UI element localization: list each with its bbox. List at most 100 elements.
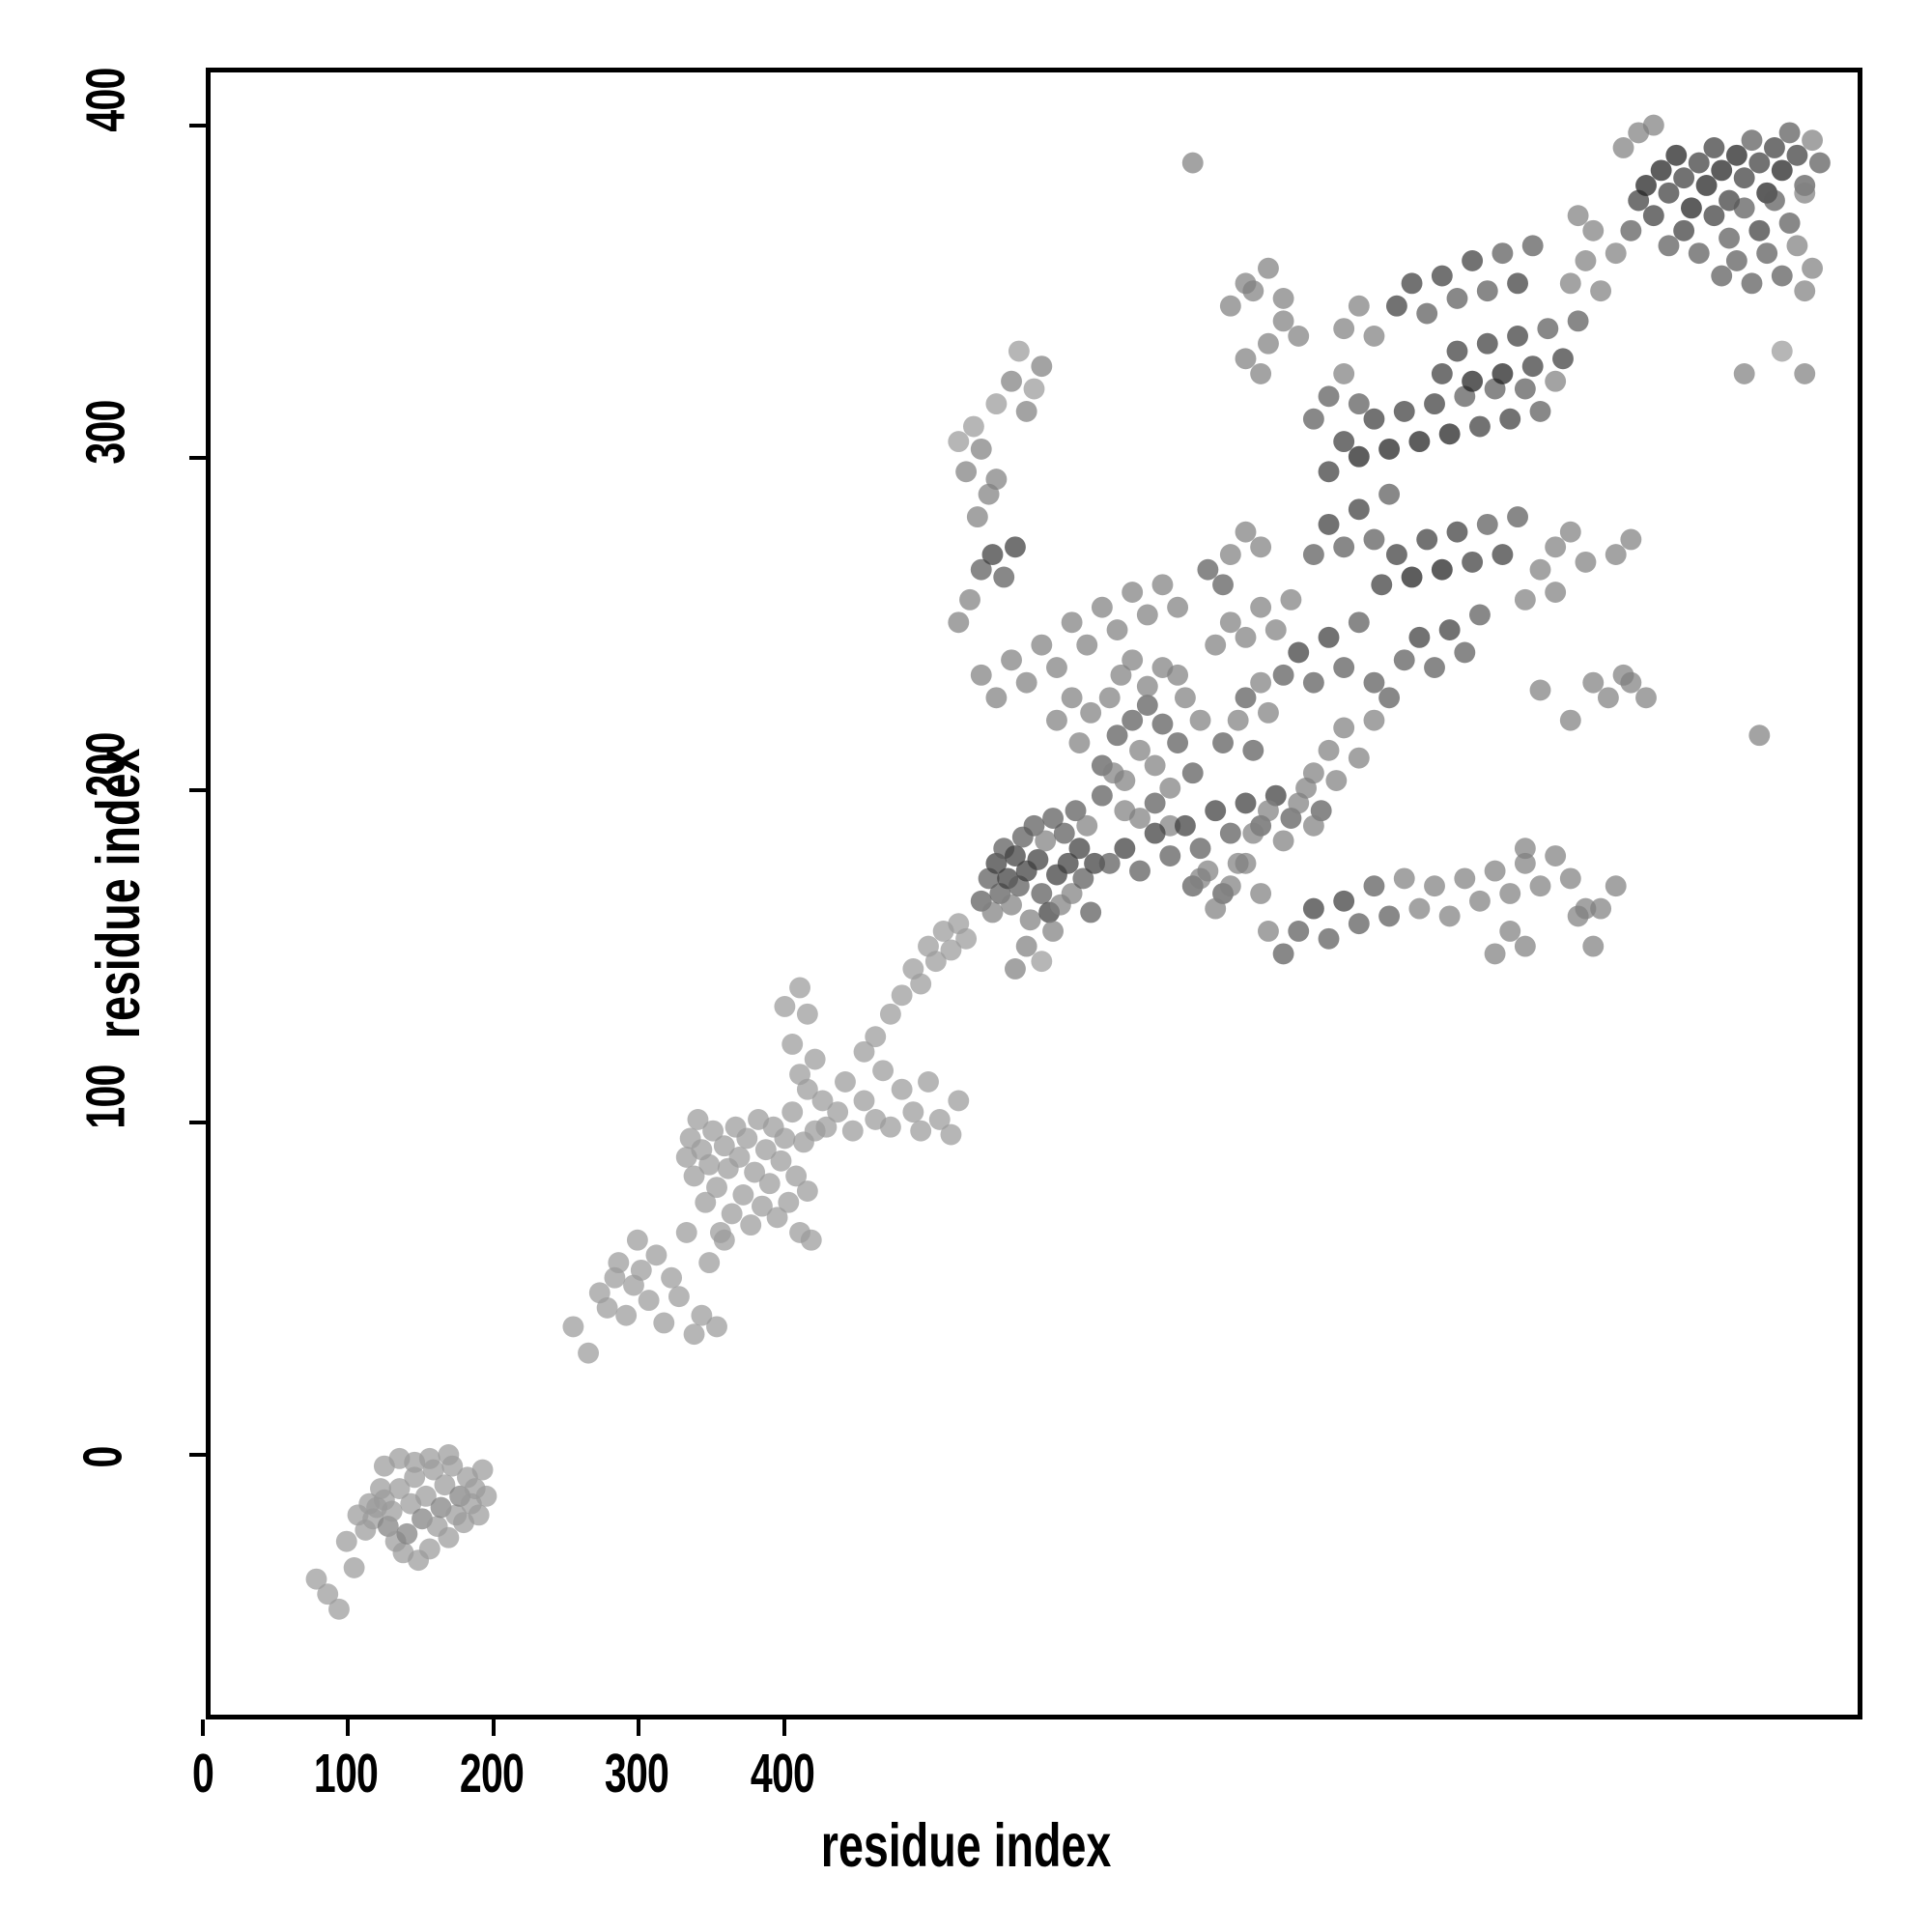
contact-point [1027, 848, 1049, 870]
contact-point [1302, 814, 1324, 837]
contact-point [381, 1500, 403, 1522]
contact-point [774, 996, 796, 1017]
contact-point [796, 1078, 818, 1100]
contact-point [754, 1139, 777, 1161]
contact-point [1080, 901, 1102, 923]
contact-point [1559, 867, 1581, 890]
contact-point [1476, 280, 1498, 302]
contact-point [1695, 175, 1718, 196]
contact-point [1129, 808, 1151, 829]
contact-point [1808, 152, 1831, 174]
contact-point [1529, 400, 1551, 422]
contact-point [1348, 747, 1370, 769]
contact-point [1514, 852, 1536, 874]
contact-point [1272, 310, 1294, 332]
contact-point [1318, 739, 1340, 761]
x-tick-0 [201, 1719, 205, 1736]
contact-point [1348, 295, 1370, 317]
contact-point [1333, 536, 1355, 558]
contact-point [1438, 423, 1461, 445]
contact-point [785, 1165, 808, 1187]
contact-point [317, 1583, 339, 1605]
contact-point [1348, 393, 1370, 415]
contact-point [1272, 943, 1294, 965]
y-axis-title: residue index [85, 0, 153, 1787]
contact-point [1031, 355, 1053, 378]
x-tick-label-100: 100 [313, 1743, 379, 1804]
contact-point [1605, 544, 1627, 566]
y-tick-400 [189, 124, 206, 128]
contact-point [1393, 400, 1415, 422]
contact-point [1393, 867, 1415, 890]
contact-point [1545, 845, 1567, 867]
contact-point [1219, 295, 1241, 317]
contact-point [928, 1109, 951, 1130]
contact-point [1620, 219, 1642, 242]
contact-point [728, 1146, 751, 1168]
contact-point [872, 1060, 895, 1082]
contact-point [1333, 362, 1355, 384]
contact-point [1454, 641, 1476, 664]
contact-point [948, 431, 970, 453]
contact-point [827, 1101, 849, 1123]
contact-point [1620, 671, 1642, 694]
contact-point [1057, 852, 1079, 874]
contact-point [1385, 295, 1407, 317]
contact-point [1189, 709, 1211, 731]
contact-point [1084, 852, 1106, 874]
contact-point [1590, 280, 1612, 302]
contact-point [853, 1090, 875, 1112]
contact-point [1122, 582, 1144, 604]
contact-point [343, 1556, 365, 1578]
contact-point [1144, 792, 1166, 814]
contact-point [1091, 784, 1113, 807]
contact-point [1507, 325, 1528, 347]
contact-point [1764, 189, 1785, 212]
contact-point [404, 1466, 426, 1489]
contact-point [630, 1259, 652, 1281]
contact-point [1733, 167, 1755, 189]
contact-point [438, 1444, 460, 1465]
contact-point [962, 415, 984, 438]
contact-point [1786, 144, 1808, 166]
contact-point [1552, 348, 1574, 370]
contact-point [471, 1459, 494, 1481]
contact-point [1794, 362, 1816, 384]
x-tick-200 [492, 1719, 496, 1736]
contact-point [1318, 626, 1340, 648]
contact-point [1469, 890, 1491, 912]
contact-point [1005, 958, 1026, 980]
contact-point [608, 1252, 630, 1274]
contact-point [910, 1120, 932, 1142]
contact-point [1733, 197, 1755, 219]
contact-point [1741, 272, 1763, 295]
contact-point [1545, 536, 1567, 558]
contact-point [1771, 340, 1793, 362]
contact-point [1219, 611, 1241, 634]
contact-point [388, 1478, 411, 1499]
contact-point [1703, 137, 1725, 158]
contact-point [1741, 129, 1763, 152]
contact-point [1424, 393, 1445, 415]
contact-point [1001, 894, 1022, 916]
contact-point [902, 1101, 924, 1123]
contact-point [1462, 250, 1484, 271]
contact-point [1235, 626, 1257, 648]
contact-point [1771, 159, 1793, 182]
contact-point [1136, 604, 1158, 626]
contact-point [1786, 235, 1808, 257]
contact-point [1042, 921, 1064, 942]
contact-point [414, 1485, 437, 1507]
contact-point [1068, 838, 1091, 860]
contact-point [1514, 378, 1536, 400]
contact-point [713, 1135, 735, 1157]
contact-point [668, 1286, 690, 1308]
contact-point [373, 1455, 395, 1477]
contact-point [804, 1048, 826, 1070]
contact-point [1484, 943, 1506, 965]
contact-point [1529, 875, 1551, 897]
contact-point [948, 611, 970, 634]
contact-point [1408, 431, 1431, 453]
contact-point [615, 1304, 638, 1326]
